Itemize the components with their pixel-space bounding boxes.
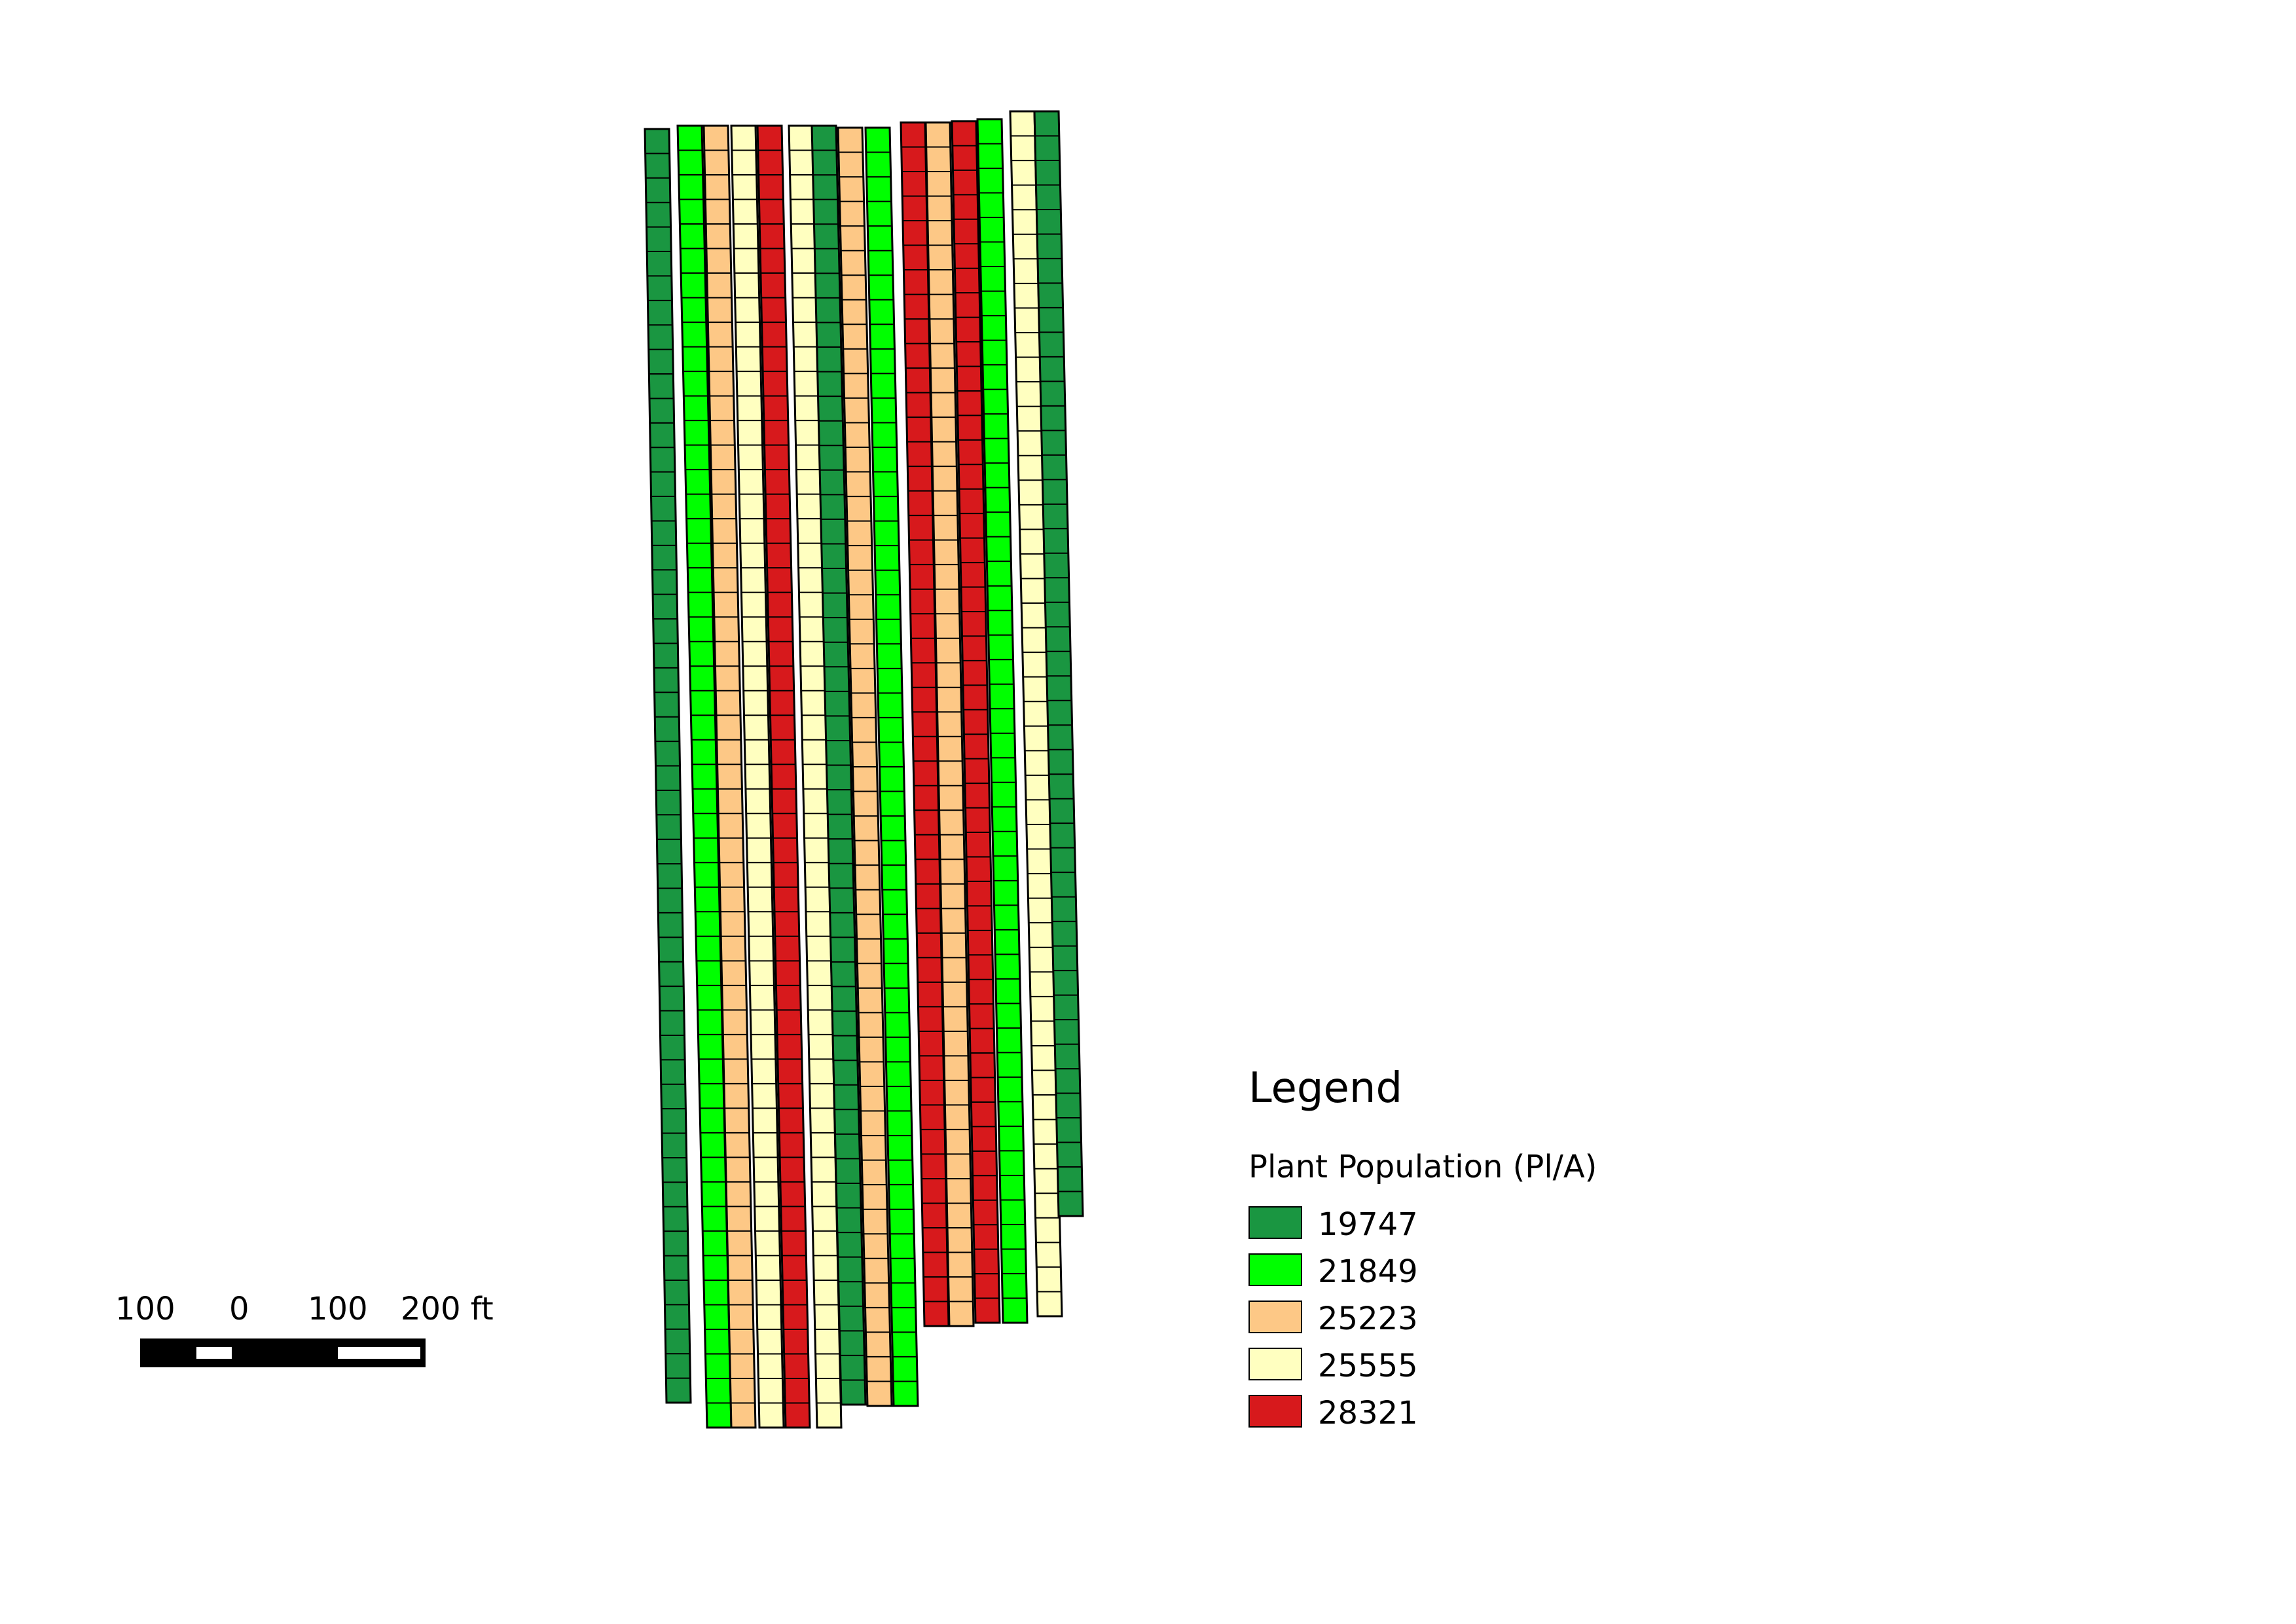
field-strip	[976, 118, 1029, 1324]
strip-outline	[730, 124, 785, 1429]
legend-item-19747: 19747	[1248, 1206, 1510, 1242]
strip-outline	[756, 124, 811, 1429]
legend-label: 19747	[1318, 1206, 1418, 1243]
scale-label-100: 100	[308, 1291, 368, 1327]
field-strip	[788, 124, 843, 1429]
legend-label: 28321	[1318, 1395, 1418, 1431]
scale-label-100-left: 100	[115, 1291, 175, 1327]
legend-item-28321: 28321	[1248, 1395, 1510, 1430]
legend-title: Legend	[1248, 1064, 1403, 1113]
legend-swatch	[1248, 1348, 1302, 1380]
legend-item-21849: 21849	[1248, 1253, 1510, 1289]
field-strip	[924, 121, 975, 1327]
field-strip	[1009, 110, 1063, 1318]
field-strip	[864, 126, 919, 1407]
strip-outline	[924, 121, 975, 1327]
legend-swatch	[1248, 1206, 1302, 1239]
scale-label-200-ft: 200 ft	[401, 1291, 494, 1327]
strip-outline	[976, 118, 1029, 1324]
legend-swatch	[1248, 1301, 1302, 1333]
legend: Legend Plant Population (Pl/A) 19747 218…	[1248, 1064, 1597, 1429]
field-strip	[811, 124, 867, 1406]
legend-label: 25223	[1318, 1301, 1418, 1337]
legend-label: 25555	[1318, 1348, 1418, 1384]
field-strip	[837, 126, 893, 1407]
legend-subtitle: Plant Population (Pl/A)	[1248, 1149, 1597, 1185]
strip-outline	[1009, 110, 1063, 1318]
field-strip	[1033, 110, 1084, 1217]
legend-item-25223: 25223	[1248, 1301, 1510, 1336]
field-strip	[702, 124, 757, 1429]
strips-layer	[644, 110, 1084, 1429]
strip-outline	[702, 124, 757, 1429]
field-strip	[756, 124, 811, 1429]
field-strip	[730, 124, 785, 1429]
scale-bar-white-segment	[196, 1347, 232, 1359]
scale-bar-graphic	[140, 1338, 426, 1367]
legend-item-25555: 25555	[1248, 1348, 1510, 1383]
scale-bar-white-segment	[338, 1347, 420, 1359]
legend-swatch	[1248, 1395, 1302, 1428]
legend-label: 21849	[1318, 1253, 1418, 1290]
field-strip	[951, 120, 1001, 1324]
strip-outline	[788, 124, 843, 1429]
legend-swatch	[1248, 1253, 1302, 1286]
scale-label-0: 0	[229, 1291, 249, 1327]
field-strip	[644, 128, 692, 1404]
strip-outline	[951, 120, 1001, 1324]
